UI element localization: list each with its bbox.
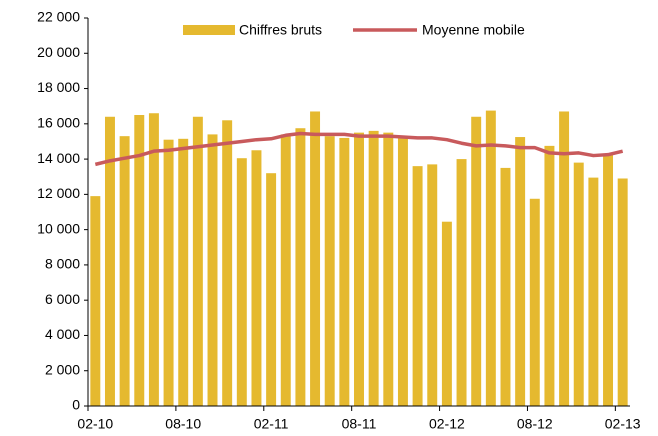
x-tick-label: 02-13 [605,416,641,432]
y-tick-label: 18 000 [37,79,80,95]
legend-label: Chiffres bruts [239,22,322,38]
bar [119,136,130,406]
y-tick-label: 12 000 [37,185,80,201]
bar [236,158,247,406]
y-tick-label: 20 000 [37,44,80,60]
y-tick-label: 8 000 [45,256,80,272]
bar [163,139,174,406]
bar [222,120,233,407]
bar [441,221,452,406]
bar [280,134,291,406]
bar [339,137,350,406]
bar [544,145,555,406]
bar [529,198,540,406]
bar [471,116,482,406]
bar [617,178,628,406]
bar [295,128,306,406]
bar [515,137,526,406]
bar [383,132,394,407]
legend-label: Moyenne mobile [422,22,525,38]
bar [134,115,145,406]
bar [354,132,364,407]
x-tick-label: 02-10 [77,416,113,432]
bar [427,164,438,406]
bar [324,136,335,406]
x-tick-label: 02-12 [429,416,465,432]
bar [310,111,321,407]
bar [573,162,584,406]
y-tick-label: 22 000 [37,9,80,25]
bar [178,138,189,407]
bar [485,110,496,406]
bar [456,159,467,406]
y-tick-label: 4 000 [45,326,80,342]
y-tick-label: 14 000 [37,150,80,166]
bar [588,177,599,406]
bar [90,196,101,406]
bar [368,130,379,406]
y-tick-label: 2 000 [45,361,80,377]
y-tick-label: 10 000 [37,220,80,236]
bar [412,166,423,406]
y-tick-label: 6 000 [45,291,80,307]
x-tick-label: 02-11 [254,416,289,432]
x-tick-label: 08-10 [165,416,201,432]
legend-swatch [183,25,235,35]
bar [104,116,115,406]
bar [397,137,408,406]
bar [266,173,277,406]
x-tick-label: 08-11 [342,416,377,432]
bar [500,167,511,406]
bar [603,153,614,406]
bar [251,150,262,406]
bar [192,116,203,406]
moving-average-line [94,131,624,167]
y-tick-label: 0 [72,397,80,413]
x-tick-label: 08-12 [517,416,553,432]
y-tick-label: 16 000 [37,115,80,131]
bar [559,111,570,407]
bar [148,113,159,407]
bar [207,134,218,406]
